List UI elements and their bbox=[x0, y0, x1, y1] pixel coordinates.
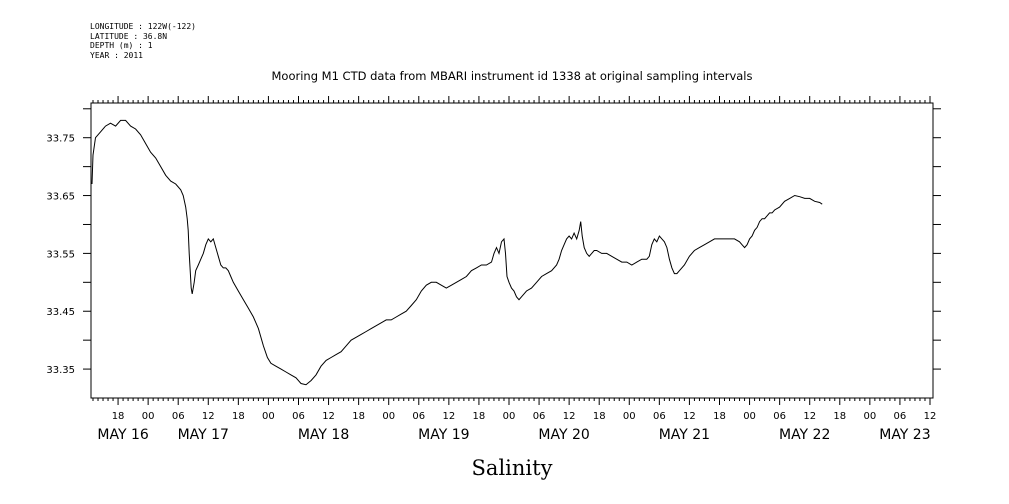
x-hour-label: 06 bbox=[292, 411, 305, 422]
x-hour-label: 06 bbox=[773, 411, 786, 422]
y-tick-label: 33.35 bbox=[46, 365, 75, 376]
x-axis-labels: 18 00 06 12 18 00 06 12 18 00 06 12 18 00 06 12 18 00 06 12… bbox=[97, 411, 936, 443]
x-date-label: MAY 20 bbox=[538, 427, 589, 443]
x-hour-label: 06 bbox=[533, 411, 546, 422]
y-axis-labels: 33.35 33.45 33.55 33.65 33.75 bbox=[46, 134, 75, 376]
salinity-series-line bbox=[91, 119, 823, 386]
x-date-label: MAY 17 bbox=[178, 427, 229, 443]
depth-line: DEPTH (m) : 1 bbox=[90, 41, 153, 50]
y-tick-label: 33.75 bbox=[46, 134, 75, 145]
x-hour-label: 00 bbox=[262, 411, 275, 422]
chart-title: Mooring M1 CTD data from MBARI instrumen… bbox=[272, 69, 753, 83]
x-hour-label: 12 bbox=[924, 411, 937, 422]
x-date-label: MAY 21 bbox=[659, 427, 710, 443]
latitude-line: LATITUDE : 36.8N bbox=[90, 31, 168, 41]
x-date-label: MAY 23 bbox=[879, 427, 930, 443]
x-hour-label: 00 bbox=[743, 411, 756, 422]
x-hour-label: 18 bbox=[833, 411, 846, 422]
x-hour-label: 18 bbox=[232, 411, 245, 422]
x-hour-label: 00 bbox=[142, 411, 155, 422]
year-line: YEAR : 2011 bbox=[90, 50, 143, 60]
plot-frame bbox=[90, 102, 934, 399]
x-hour-label: 12 bbox=[322, 411, 335, 422]
x-hour-label: 00 bbox=[503, 411, 516, 422]
x-axis-label: Salinity bbox=[472, 456, 553, 480]
x-date-label: MAY 22 bbox=[779, 427, 830, 443]
y-tick-label: 33.55 bbox=[46, 249, 75, 260]
metadata-block: LONGITUDE : 122W(-122) LATITUDE : 36.8N … bbox=[90, 22, 196, 60]
x-hour-label: 00 bbox=[863, 411, 876, 422]
x-hour-label: 18 bbox=[593, 411, 606, 422]
y-tick-label: 33.45 bbox=[46, 307, 75, 318]
x-hour-label: 00 bbox=[623, 411, 636, 422]
x-hour-label: 12 bbox=[202, 411, 215, 422]
x-hour-label: 06 bbox=[412, 411, 425, 422]
x-date-label: MAY 16 bbox=[97, 427, 148, 443]
x-hour-label: 12 bbox=[803, 411, 816, 422]
x-date-label: MAY 19 bbox=[418, 427, 469, 443]
x-hour-label: 18 bbox=[473, 411, 486, 422]
x-hour-label: 06 bbox=[894, 411, 907, 422]
x-hour-label: 12 bbox=[683, 411, 696, 422]
x-hour-label: 18 bbox=[352, 411, 365, 422]
x-hour-label: 12 bbox=[442, 411, 455, 422]
x-hour-label: 00 bbox=[382, 411, 395, 422]
x-hour-label: 18 bbox=[713, 411, 726, 422]
x-hour-label: 06 bbox=[172, 411, 185, 422]
x-hour-label: 18 bbox=[112, 411, 125, 422]
x-date-label: MAY 18 bbox=[298, 427, 349, 443]
y-tick-label: 33.65 bbox=[46, 192, 75, 203]
axis-ticks bbox=[83, 96, 941, 405]
x-hour-label: 06 bbox=[653, 411, 666, 422]
longitude-line: LONGITUDE : 122W(-122) bbox=[90, 22, 196, 31]
x-hour-label: 12 bbox=[563, 411, 576, 422]
